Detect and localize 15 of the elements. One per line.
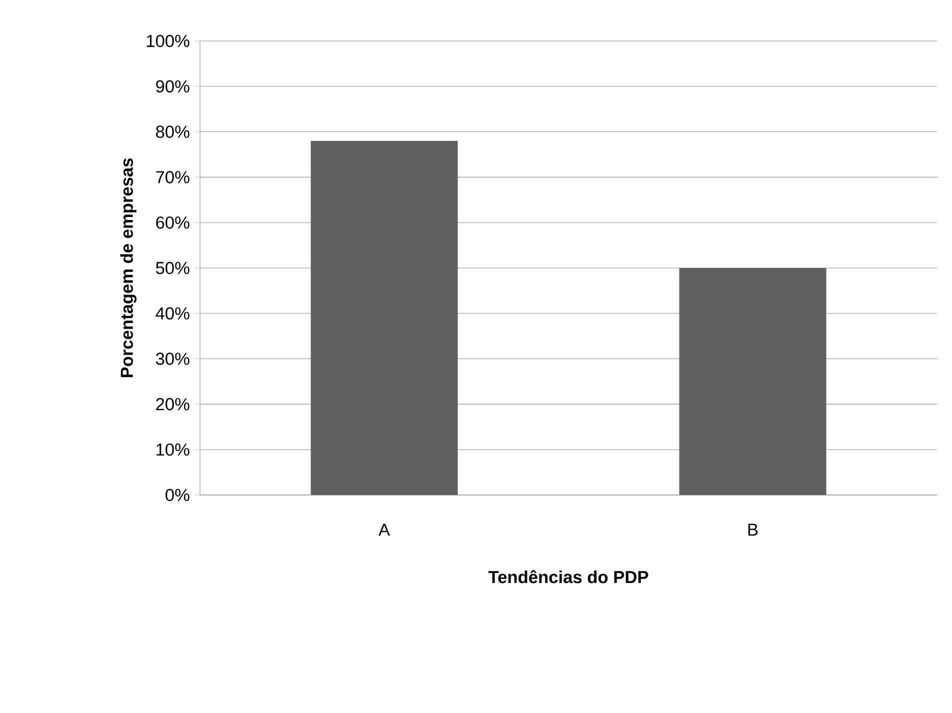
y-tick-label: 100% xyxy=(146,34,190,48)
x-axis-title: Tendências do PDP xyxy=(488,570,648,584)
y-tick-label: 60% xyxy=(156,216,190,229)
y-axis-title: Porcentagem de empresas xyxy=(120,158,136,378)
y-tick-label: 80% xyxy=(156,126,190,138)
y-tick-label: 50% xyxy=(156,262,190,274)
y-tick-label: 0% xyxy=(166,488,190,502)
y-tick-label: 20% xyxy=(156,398,190,410)
y-tick-label: 40% xyxy=(156,307,190,320)
y-tick-label: 70% xyxy=(156,171,190,184)
x-tick-label: B xyxy=(748,524,758,536)
y-tick-label: 90% xyxy=(156,80,190,93)
y-tick-label: 30% xyxy=(156,352,190,365)
x-tick-label: A xyxy=(378,524,390,536)
y-tick-label: 10% xyxy=(156,443,190,456)
